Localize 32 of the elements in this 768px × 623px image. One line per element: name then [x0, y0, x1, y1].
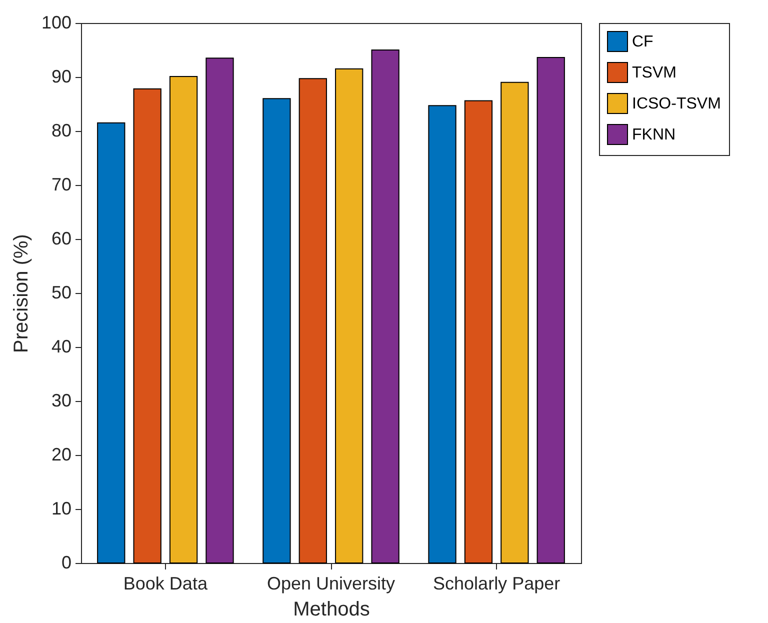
x-tick-label: Book Data: [123, 574, 208, 594]
bar: [335, 68, 364, 564]
y-tick-label: 40: [51, 336, 72, 356]
bar: [206, 58, 234, 564]
y-tick-label: 10: [51, 498, 72, 518]
bar: [298, 78, 327, 564]
y-tick-label: 70: [51, 174, 72, 194]
bar: [97, 122, 126, 564]
y-axis-title: Precision (%): [10, 234, 32, 353]
legend-label: FKNN: [632, 126, 676, 144]
bar: [169, 76, 198, 564]
legend-label: CF: [632, 34, 654, 50]
y-tick-label: 90: [51, 66, 72, 86]
y-tick-label: 60: [51, 228, 72, 248]
bar: [371, 50, 400, 564]
x-axis-title: Methods: [293, 598, 370, 620]
y-tick-label: 50: [51, 282, 72, 302]
bar: [464, 100, 493, 564]
x-tick-label: Scholarly Paper: [433, 574, 560, 594]
y-tick-label: 0: [61, 552, 72, 572]
bar: [428, 105, 456, 564]
bar: [500, 82, 529, 564]
y-tick-label: 20: [51, 444, 72, 464]
y-tick-label: 80: [51, 120, 72, 140]
y-tick-label: 100: [41, 12, 72, 32]
y-tick-label: 30: [51, 390, 72, 410]
x-tick-label: Open University: [266, 574, 396, 594]
bar: [133, 88, 162, 564]
legend-label: ICSO-TSVM: [632, 96, 721, 112]
legend-label: TSVM: [632, 64, 676, 82]
bar: [262, 98, 291, 564]
bar: [536, 57, 565, 564]
